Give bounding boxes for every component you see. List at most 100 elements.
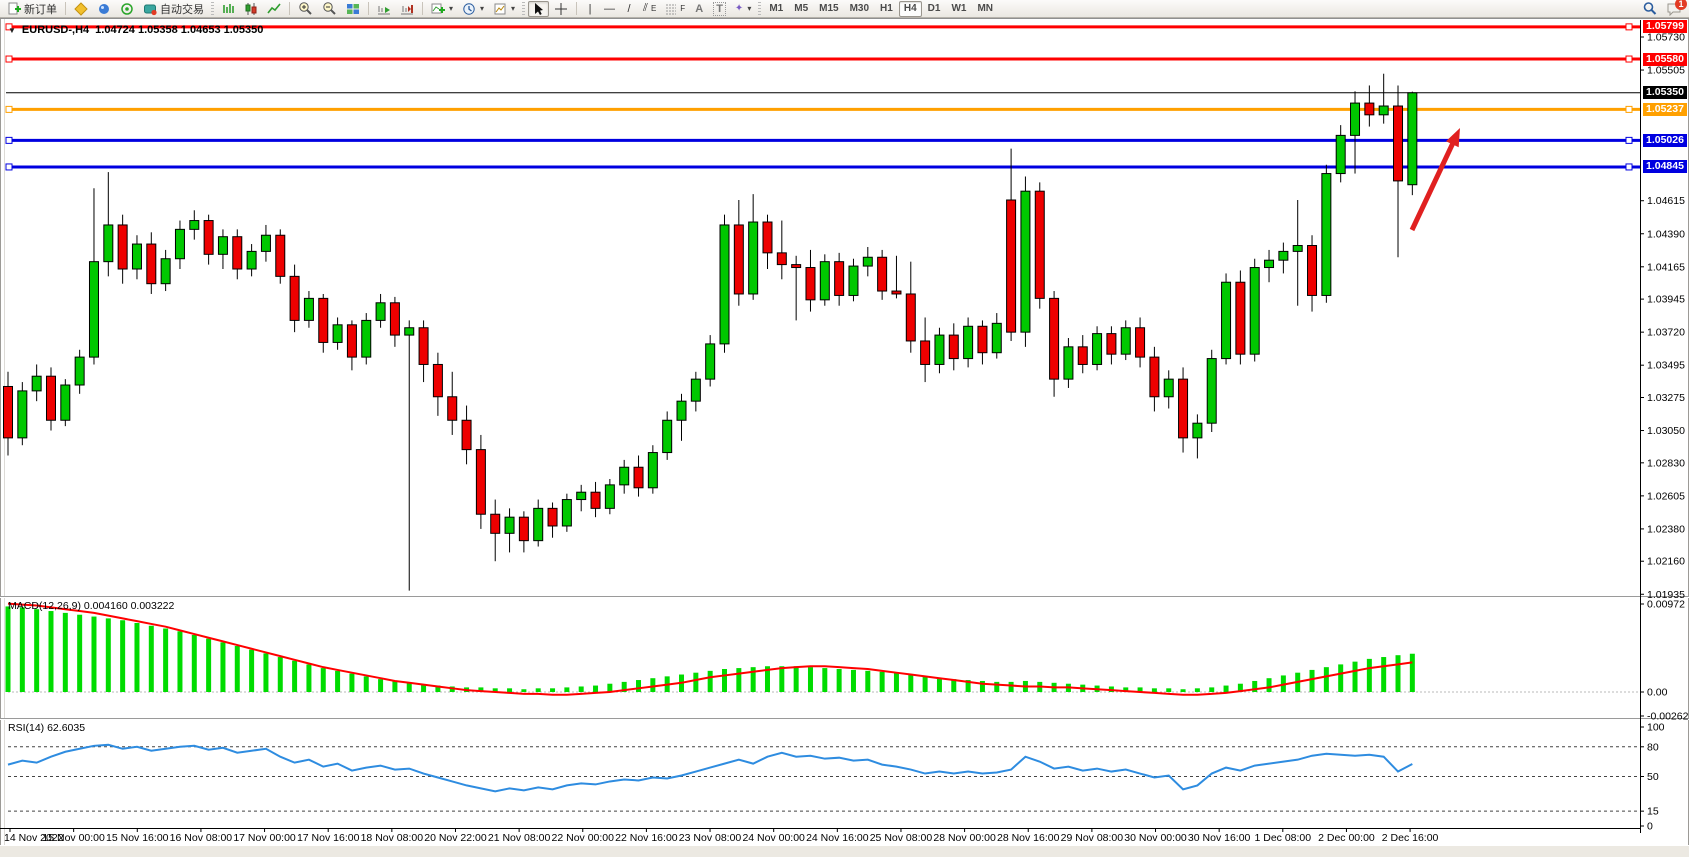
candle-body bbox=[332, 324, 343, 343]
autotrading-button[interactable]: 自动交易 bbox=[139, 1, 208, 17]
search-button[interactable] bbox=[1638, 1, 1661, 17]
text-label-button[interactable]: T bbox=[709, 1, 730, 17]
arrows-button[interactable]: ✦ ▾ bbox=[731, 1, 755, 17]
timeframe-w1[interactable]: W1 bbox=[951, 3, 967, 14]
trendline-icon: / bbox=[627, 2, 631, 15]
trend-arrow-object[interactable] bbox=[1409, 135, 1459, 232]
line-handle[interactable] bbox=[1625, 23, 1633, 31]
candle-body bbox=[45, 375, 56, 421]
line-handle[interactable] bbox=[5, 163, 13, 171]
candle-body bbox=[189, 220, 200, 230]
cursor-button[interactable] bbox=[528, 0, 550, 17]
chart-shift-button[interactable] bbox=[396, 1, 418, 17]
time-tick-label: 16 Nov 08:00 bbox=[170, 832, 233, 844]
time-tick-label: 1 Dec 08:00 bbox=[1254, 832, 1311, 844]
horizontal-line-button[interactable]: — bbox=[600, 1, 619, 17]
timeframe-mn[interactable]: MN bbox=[977, 3, 993, 14]
line-handle[interactable] bbox=[5, 105, 13, 113]
timeframe-m30[interactable]: M30 bbox=[849, 3, 870, 14]
timeframe-m15[interactable]: M15 bbox=[819, 3, 839, 14]
text-button[interactable]: A bbox=[690, 1, 708, 17]
timeframe-h1[interactable]: H1 bbox=[880, 3, 893, 14]
line-chart-button[interactable] bbox=[263, 1, 285, 17]
zoom-out-button[interactable] bbox=[318, 1, 341, 17]
mql-editor-button[interactable] bbox=[70, 1, 92, 17]
clock-icon bbox=[463, 2, 475, 15]
candle-body bbox=[877, 256, 888, 292]
timeframe-m5[interactable]: M5 bbox=[794, 3, 809, 14]
candle-body bbox=[891, 290, 902, 295]
candle-body bbox=[1407, 92, 1418, 186]
vertical-line-button[interactable]: | bbox=[581, 1, 599, 17]
zoom-in-icon bbox=[299, 2, 312, 15]
candle-body bbox=[303, 297, 314, 321]
time-tick-label: 29 Nov 08:00 bbox=[1061, 832, 1124, 844]
candle-body bbox=[619, 466, 630, 486]
macd-signal-line bbox=[7, 602, 1413, 696]
candle-body bbox=[1393, 105, 1404, 182]
timeframe-d1[interactable]: D1 bbox=[927, 3, 941, 14]
macd-histogram-bar bbox=[1237, 683, 1243, 692]
line-handle[interactable] bbox=[5, 136, 13, 144]
macd-histogram-bar bbox=[764, 666, 770, 692]
timeframe-h4[interactable]: H4 bbox=[898, 0, 922, 17]
chart-canvas[interactable]: 1.05730 1.05505 1.04615 1.04390 1.04165 1.039… bbox=[0, 18, 1689, 845]
community-button[interactable] bbox=[93, 1, 115, 17]
new-order-button[interactable]: 新订单 bbox=[3, 1, 61, 17]
indicators-button[interactable]: ▾ bbox=[427, 1, 457, 17]
price-tick-label: 1.03050 bbox=[1647, 425, 1685, 437]
candle-body bbox=[1006, 199, 1017, 333]
tile-windows-button[interactable] bbox=[342, 1, 364, 17]
arrows-icon: ✦ bbox=[734, 3, 744, 14]
macd-histogram-bar bbox=[148, 625, 154, 692]
symbol-dropdown-icon[interactable]: ▼ bbox=[8, 25, 16, 35]
macd-histogram-bar bbox=[1123, 687, 1129, 692]
macd-histogram-bar bbox=[306, 664, 312, 692]
trendline-button[interactable]: / bbox=[620, 1, 638, 17]
candle-body bbox=[834, 261, 845, 296]
candle-body bbox=[375, 302, 386, 321]
line-handle[interactable] bbox=[5, 55, 13, 63]
macd-histogram-bar bbox=[478, 687, 484, 692]
macd-histogram-bar bbox=[1395, 655, 1401, 692]
macd-histogram-bar bbox=[779, 666, 785, 692]
candle-body bbox=[647, 452, 658, 489]
macd-histogram-bar bbox=[1151, 688, 1157, 692]
signals-button[interactable] bbox=[116, 1, 138, 17]
zoom-in-button[interactable] bbox=[294, 1, 317, 17]
templates-button[interactable]: ▾ bbox=[489, 1, 519, 17]
macd-histogram-bar bbox=[750, 667, 756, 692]
macd-histogram-bar bbox=[206, 638, 212, 692]
macd-histogram-bar bbox=[650, 678, 656, 692]
trend-arrow-head[interactable] bbox=[1446, 128, 1460, 148]
line-handle[interactable] bbox=[1625, 136, 1633, 144]
candle-body bbox=[88, 261, 99, 358]
candle-body bbox=[518, 516, 529, 542]
templates-icon bbox=[494, 3, 506, 14]
time-tick-label: 2 Dec 00:00 bbox=[1318, 832, 1375, 844]
dropdown-icon: ▾ bbox=[449, 4, 454, 13]
notifications-button[interactable]: 1 bbox=[1662, 0, 1687, 17]
equidistant-channel-button[interactable]: ⫽ E bbox=[639, 1, 660, 17]
zoom-out-icon bbox=[323, 2, 336, 15]
bar-chart-button[interactable] bbox=[217, 1, 239, 17]
line-handle[interactable] bbox=[1625, 163, 1633, 171]
line-handle[interactable] bbox=[5, 23, 13, 31]
toolbar-grip bbox=[211, 2, 214, 15]
candle-body bbox=[117, 224, 128, 270]
autoscroll-button[interactable] bbox=[373, 1, 395, 17]
candlestick-chart-button[interactable] bbox=[240, 1, 262, 17]
macd-histogram-bar bbox=[564, 687, 570, 692]
dropdown-icon: ▾ bbox=[511, 4, 516, 13]
rsi-label: RSI(14) 62.6035 bbox=[8, 722, 86, 734]
candle-body bbox=[404, 327, 415, 336]
crosshair-button[interactable] bbox=[550, 1, 572, 17]
periods-button[interactable]: ▾ bbox=[458, 1, 488, 17]
candle-body bbox=[1149, 356, 1160, 398]
fibonacci-button[interactable]: F bbox=[661, 1, 689, 17]
line-handle[interactable] bbox=[1625, 55, 1633, 63]
timeframe-m1[interactable]: M1 bbox=[769, 3, 784, 14]
candle-body bbox=[934, 334, 945, 365]
line-handle[interactable] bbox=[1625, 105, 1633, 113]
macd-histogram-bar bbox=[879, 671, 885, 692]
